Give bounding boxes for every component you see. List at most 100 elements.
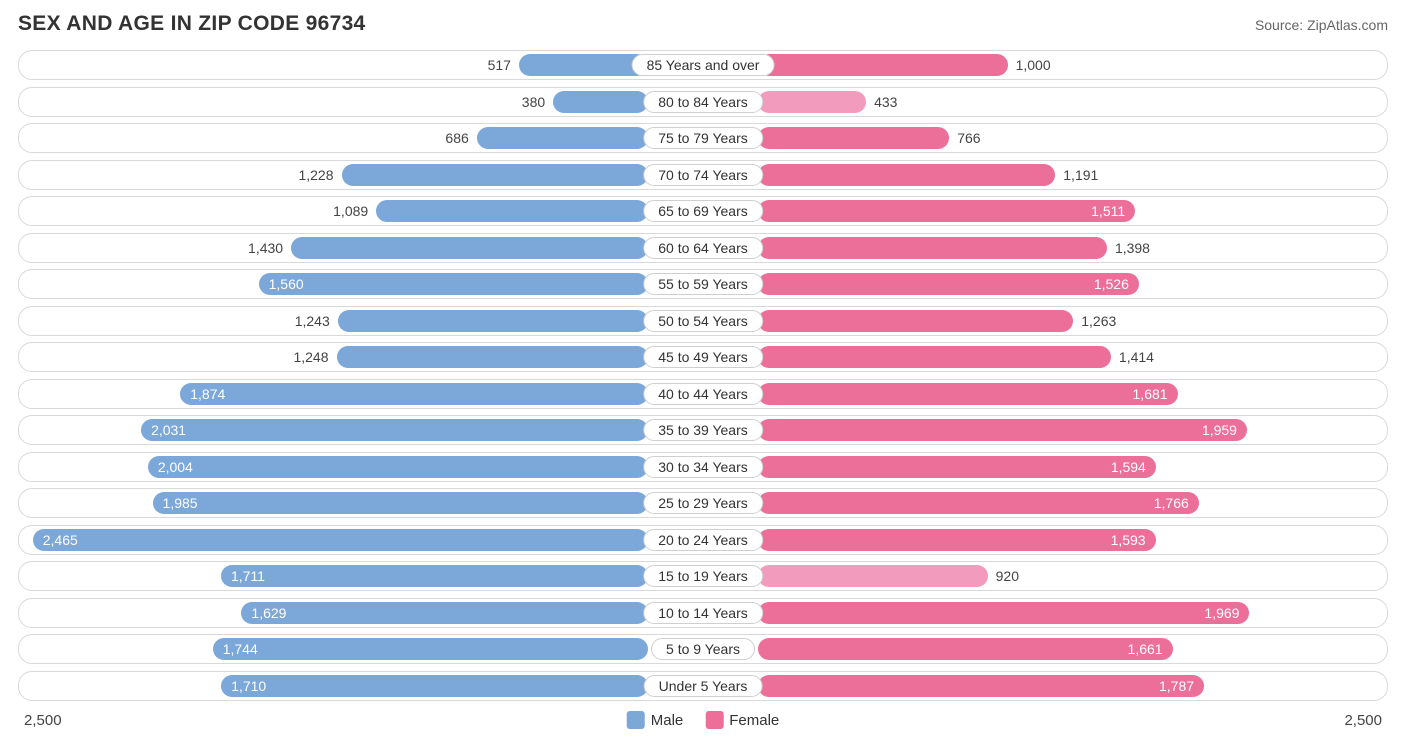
value-male: 1,874 (190, 386, 225, 402)
half-male: 686 (19, 124, 703, 152)
half-female: 1,414 (703, 343, 1387, 371)
pyramid-row: 1,985 1,766 25 to 29 Years (18, 488, 1388, 518)
pyramid-row: 1,2481,41445 to 49 Years (18, 342, 1388, 372)
age-category-label: 65 to 69 Years (643, 200, 763, 222)
bar-male: 1,744 (213, 638, 648, 660)
pyramid-row: 5171,00085 Years and over (18, 50, 1388, 80)
value-female: 1,414 (1119, 343, 1154, 371)
value-male: 1,744 (223, 641, 258, 657)
age-category-label: 50 to 54 Years (643, 310, 763, 332)
bar-male (337, 346, 649, 368)
value-male: 380 (522, 88, 545, 116)
legend-label-female: Female (729, 712, 779, 729)
bar-female: 1,526 (758, 273, 1139, 295)
half-male: 1,089 (19, 197, 703, 225)
half-female: 1,263 (703, 307, 1387, 335)
bar-female (758, 346, 1111, 368)
pyramid-row: 1,629 1,969 10 to 14 Years (18, 598, 1388, 628)
half-male: 2,465 (19, 526, 703, 554)
half-female: 1,594 (703, 453, 1387, 481)
pyramid-row: 1,560 1,52655 to 59 Years (18, 269, 1388, 299)
value-male: 1,430 (248, 234, 283, 262)
half-male: 1,710 (19, 672, 703, 700)
half-female: 766 (703, 124, 1387, 152)
half-female: 1,191 (703, 161, 1387, 189)
bar-male: 1,629 (241, 602, 648, 624)
age-category-label: 70 to 74 Years (643, 164, 763, 186)
chart-footer: 2,500 Male Female 2,500 (18, 707, 1388, 733)
value-female: 1,766 (1154, 495, 1189, 511)
axis-max-left: 2,500 (24, 712, 62, 729)
value-female: 920 (996, 562, 1019, 590)
value-male: 1,243 (295, 307, 330, 335)
legend-item-male: Male (627, 711, 684, 729)
pyramid-row: 1,8741,68140 to 44 Years (18, 379, 1388, 409)
value-female: 1,511 (1091, 203, 1125, 219)
bar-female (758, 91, 866, 113)
half-female: 1,526 (703, 270, 1387, 298)
value-male: 1,985 (163, 495, 198, 511)
legend-swatch-female (705, 711, 723, 729)
age-category-label: 15 to 19 Years (643, 565, 763, 587)
bar-female: 1,959 (758, 419, 1247, 441)
age-category-label: 80 to 84 Years (643, 91, 763, 113)
half-male: 1,228 (19, 161, 703, 189)
value-female: 1,398 (1115, 234, 1150, 262)
half-female: 1,661 (703, 635, 1387, 663)
half-female: 1,593 (703, 526, 1387, 554)
bar-female (758, 310, 1073, 332)
value-male: 1,560 (269, 276, 304, 292)
bar-male (291, 237, 648, 259)
age-category-label: 45 to 49 Years (643, 346, 763, 368)
value-female: 1,969 (1204, 605, 1239, 621)
half-female: 433 (703, 88, 1387, 116)
half-male: 2,031 (19, 416, 703, 444)
half-male: 2,004 (19, 453, 703, 481)
half-male: 1,560 (19, 270, 703, 298)
bar-male (338, 310, 648, 332)
age-category-label: 10 to 14 Years (643, 602, 763, 624)
bar-female: 1,593 (758, 529, 1156, 551)
pyramid-row: 2,031 1,95935 to 39 Years (18, 415, 1388, 445)
half-female: 1,000 (703, 51, 1387, 79)
age-category-label: 55 to 59 Years (643, 273, 763, 295)
legend-label-male: Male (651, 712, 684, 729)
legend: Male Female (627, 711, 780, 729)
pyramid-row: 1,710 1,787Under 5 Years (18, 671, 1388, 701)
half-female: 1,681 (703, 380, 1387, 408)
half-female: 1,969 (703, 599, 1387, 627)
pyramid-row: 2,0041,59430 to 34 Years (18, 452, 1388, 482)
bar-male: 2,465 (33, 529, 648, 551)
half-male: 1,744 (19, 635, 703, 663)
bar-male: 1,710 (221, 675, 648, 697)
bar-female: 1,681 (758, 383, 1178, 405)
bar-female (758, 164, 1055, 186)
bar-female (758, 54, 1008, 76)
age-category-label: 60 to 64 Years (643, 237, 763, 259)
half-male: 1,711 (19, 562, 703, 590)
value-female: 1,000 (1016, 51, 1051, 79)
pyramid-row: 1,744 1,661 5 to 9 Years (18, 634, 1388, 664)
value-male: 1,711 (231, 568, 265, 584)
age-category-label: 35 to 39 Years (643, 419, 763, 441)
bar-female: 1,969 (758, 602, 1249, 624)
half-female: 1,787 (703, 672, 1387, 700)
bar-male (376, 200, 648, 222)
bar-male: 1,711 (221, 565, 648, 587)
value-female: 1,593 (1111, 532, 1146, 548)
legend-item-female: Female (705, 711, 779, 729)
age-category-label: 85 Years and over (632, 54, 775, 76)
value-female: 1,661 (1128, 641, 1163, 657)
pyramid-row: 1,430 1,398 60 to 64 Years (18, 233, 1388, 263)
value-male: 2,004 (158, 459, 193, 475)
half-male: 1,985 (19, 489, 703, 517)
age-category-label: Under 5 Years (644, 675, 763, 697)
bar-female: 1,787 (758, 675, 1204, 697)
bar-female (758, 127, 949, 149)
age-category-label: 5 to 9 Years (651, 638, 755, 660)
bar-female: 1,594 (758, 456, 1156, 478)
value-female: 766 (957, 124, 980, 152)
bar-female: 1,511 (758, 200, 1135, 222)
value-male: 1,629 (251, 605, 286, 621)
age-category-label: 25 to 29 Years (643, 492, 763, 514)
